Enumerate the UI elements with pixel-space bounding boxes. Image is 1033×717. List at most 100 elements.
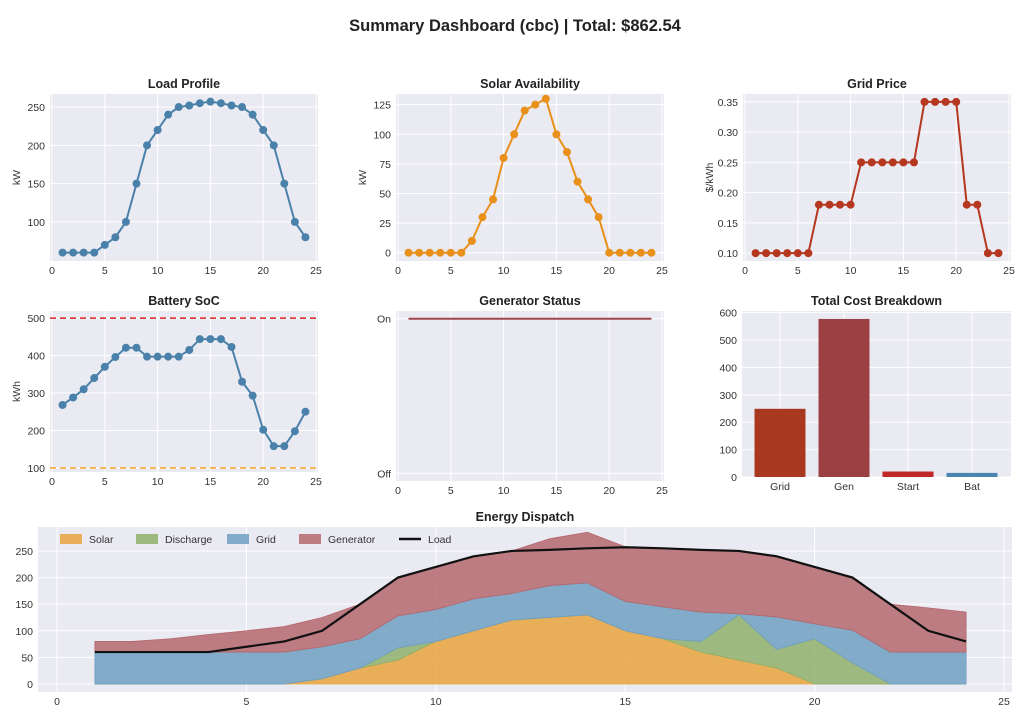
- data-point: [446, 248, 455, 257]
- x-tick-label: 25: [656, 485, 668, 497]
- x-tick-label: 15: [205, 476, 217, 488]
- data-point: [79, 385, 88, 394]
- data-point: [132, 179, 141, 188]
- y-tick-label: 400: [27, 351, 45, 363]
- data-point: [69, 393, 78, 402]
- y-tick-label: 250: [15, 546, 33, 558]
- data-point: [825, 200, 834, 209]
- data-point: [164, 352, 173, 361]
- data-point: [259, 425, 268, 434]
- data-point: [280, 179, 289, 188]
- x-tick-label: 0: [49, 265, 55, 277]
- legend: Solar Discharge Grid Generator Load: [60, 534, 452, 546]
- data-point: [499, 153, 508, 162]
- x-tick-label: 10: [498, 485, 510, 497]
- x-tick-label: 15: [205, 265, 217, 277]
- data-point: [100, 240, 109, 249]
- data-point: [636, 248, 645, 257]
- data-point: [227, 342, 236, 351]
- data-point: [195, 335, 204, 344]
- data-point: [143, 352, 152, 361]
- line-load: [94, 546, 967, 654]
- data-point: [531, 100, 540, 109]
- y-tick-label: 300: [719, 390, 737, 402]
- x-tick-label: 20: [809, 696, 821, 708]
- data-point: [79, 248, 88, 257]
- y-tick-label: 150: [15, 599, 33, 611]
- x-tick-label: 10: [845, 265, 857, 277]
- data-point: [605, 248, 614, 257]
- data-point: [467, 236, 476, 245]
- data-point: [573, 177, 582, 186]
- data-point: [174, 352, 183, 361]
- data-point: [931, 97, 940, 106]
- data-point: [111, 233, 120, 242]
- data-point: [216, 335, 225, 344]
- x-tick-label: 5: [448, 265, 454, 277]
- y-tick-label: 200: [27, 425, 45, 437]
- legend-swatch-grid: [227, 534, 249, 544]
- data-point: [238, 103, 247, 112]
- data-point: [185, 101, 194, 110]
- data-point: [941, 97, 950, 106]
- x-tick-label: 10: [152, 265, 164, 277]
- gen-panel: Generator Status Off On 0 5 10 15 20 25: [377, 294, 668, 497]
- y-tick-label: 25: [379, 218, 391, 230]
- data-point: [920, 97, 929, 106]
- x-tick-label: Bat: [964, 481, 980, 493]
- data-point: [301, 233, 310, 242]
- y-tick-label: 50: [379, 188, 391, 200]
- price-y-axis-label: $/kWh: [704, 162, 716, 192]
- data-point: [489, 195, 498, 204]
- data-point: [562, 148, 571, 157]
- data-point: [973, 200, 982, 209]
- y-tick-label: 100: [373, 129, 391, 141]
- y-tick-label: 0.15: [718, 218, 739, 230]
- x-tick-label: 15: [551, 485, 563, 497]
- data-point: [248, 391, 257, 400]
- data-point: [404, 248, 413, 257]
- x-tick-label: 0: [395, 265, 401, 277]
- bar-gen: [818, 318, 870, 477]
- gen-plot-area: [396, 311, 664, 481]
- data-point: [615, 248, 624, 257]
- data-point: [520, 106, 529, 115]
- y-tick-label: 100: [719, 445, 737, 457]
- x-tick-label: Gen: [834, 481, 854, 493]
- price-panel: Grid Price 0.10 0.15 0.20 0.25 0.30 0.35 $/kWh 0…: [704, 77, 1015, 277]
- data-point: [772, 249, 781, 258]
- data-point: [280, 442, 289, 451]
- x-tick-label: 25: [998, 696, 1010, 708]
- data-point: [269, 141, 278, 150]
- data-point: [899, 158, 908, 167]
- legend-swatch-generator: [299, 534, 321, 544]
- data-point: [216, 99, 225, 108]
- data-point: [164, 110, 173, 119]
- x-tick-label: 20: [257, 476, 269, 488]
- data-point: [415, 248, 424, 257]
- y-tick-label: 0.30: [718, 127, 739, 139]
- legend-swatch-discharge: [136, 534, 158, 544]
- data-point: [290, 217, 299, 226]
- x-tick-label: 0: [395, 485, 401, 497]
- y-tick-label: 100: [15, 626, 33, 638]
- y-tick-label: 125: [373, 100, 391, 112]
- y-tick-label: 0.20: [718, 188, 739, 200]
- x-tick-label: 0: [742, 265, 748, 277]
- x-tick-label: 5: [102, 476, 108, 488]
- x-tick-label: 20: [950, 265, 962, 277]
- data-point: [952, 97, 961, 106]
- y-tick-label: 250: [27, 102, 45, 114]
- data-point: [541, 94, 550, 103]
- data-point: [983, 249, 992, 258]
- x-tick-label: 0: [54, 696, 60, 708]
- x-tick-label: 25: [656, 265, 668, 277]
- legend-swatch-solar: [60, 534, 82, 544]
- dashboard-title: Summary Dashboard (cbc) | Total: $862.54: [349, 17, 681, 35]
- soc-panel: Battery SoC 100 200 300 400 500 kWh 0 5 10 15 20 25: [11, 294, 322, 488]
- gen-title: Generator Status: [479, 294, 580, 308]
- data-point: [510, 130, 519, 139]
- solar-title: Solar Availability: [480, 77, 580, 91]
- y-tick-label: 0.35: [718, 97, 739, 109]
